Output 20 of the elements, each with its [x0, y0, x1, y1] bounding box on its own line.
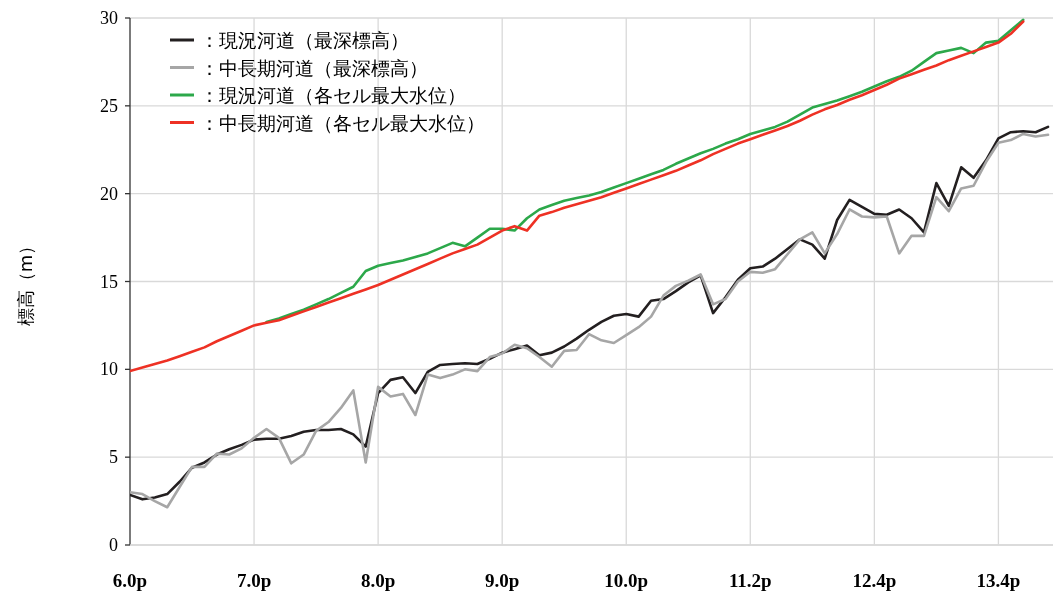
y-tick-label: 0 — [109, 535, 118, 555]
x-tick-label: 11.2p — [728, 570, 772, 591]
y-tick-label: 15 — [100, 271, 118, 292]
x-tick-label: 12.4p — [852, 570, 897, 591]
y-axis-title: 標高（m） — [15, 236, 36, 327]
x-tick-label: 7.0p — [236, 570, 272, 591]
y-tick-label: 10 — [100, 359, 118, 380]
x-tick-label: 8.0p — [360, 570, 396, 591]
legend-label: ：現況河道（最深標高） — [200, 29, 409, 51]
legend-label: ：中長期河道（最深標高） — [200, 56, 428, 79]
x-tick-label: 10.0p — [604, 570, 649, 591]
y-tick-label: 20 — [100, 183, 118, 204]
y-tick-label: 30 — [100, 8, 118, 28]
legend-label: ：中長期河道（各セル最大水位） — [200, 111, 485, 134]
y-tick-label: 5 — [109, 447, 118, 468]
y-tick-label: 25 — [100, 95, 118, 116]
legend-label: ：現況河道（各セル最大水位） — [200, 84, 466, 106]
x-tick-label: 6.0p — [112, 570, 148, 591]
x-tick-label: 9.0p — [485, 570, 520, 591]
x-tick-label: 13.4p — [976, 570, 1021, 591]
